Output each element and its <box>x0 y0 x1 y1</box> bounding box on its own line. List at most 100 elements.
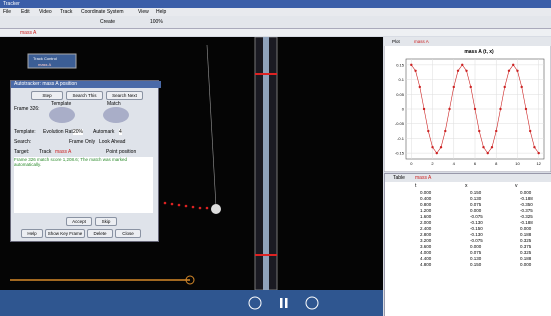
pause-button[interactable] <box>280 298 283 308</box>
menu-item[interactable]: Coordinate System <box>81 8 124 16</box>
plot-title: mass A (t, x) <box>464 49 494 55</box>
table-cell: 2.400 <box>420 226 431 231</box>
step-back-button[interactable] <box>249 297 261 309</box>
table-cell: 3.200 <box>420 238 431 243</box>
close-button[interactable]: Close <box>115 229 141 238</box>
table-cell: 0.000 <box>420 190 431 195</box>
data-point <box>491 146 493 148</box>
table-cell: 0.130 <box>470 256 481 261</box>
menu-item[interactable]: View <box>138 8 149 16</box>
template-setting: Template: <box>14 129 36 135</box>
table-cell: -0.075 <box>470 238 483 243</box>
window-title: Tracker <box>3 1 20 7</box>
search-this-button[interactable]: Search This <box>66 91 103 100</box>
frame-only-checkbox[interactable]: Frame Only <box>69 139 95 145</box>
data-point <box>516 70 518 72</box>
table-track[interactable]: mass A <box>415 175 431 181</box>
data-point <box>448 108 450 110</box>
table-cell: -0.325 <box>520 214 533 219</box>
table-cell: -0.130 <box>470 220 483 225</box>
table-cell: 0.400 <box>420 196 431 201</box>
match-image <box>103 107 129 123</box>
y-tick-label: 0.15 <box>396 62 405 67</box>
table-cell: -0.188 <box>520 196 533 201</box>
data-point <box>470 86 472 88</box>
plot-panel: Plot mass A mass A (t, x) -0.15-0.1-0.05… <box>384 37 551 172</box>
data-point <box>461 64 463 66</box>
data-point <box>453 86 455 88</box>
step-forward-button[interactable] <box>306 297 318 309</box>
track-control-item[interactable]: mass A <box>38 62 51 67</box>
zoom-control[interactable]: 100% <box>150 19 163 25</box>
data-point <box>499 108 501 110</box>
data-point <box>457 70 459 72</box>
data-point <box>537 152 539 154</box>
evolution-label: Evolution Rate <box>43 129 76 135</box>
search-next-button[interactable]: Search Next <box>106 91 143 100</box>
evolution-value[interactable]: 20% <box>73 129 83 135</box>
data-point <box>444 130 446 132</box>
automark-value[interactable]: 4 <box>119 129 122 135</box>
menu-item[interactable]: Edit <box>21 8 30 16</box>
column-header: t <box>415 183 416 189</box>
plot-track[interactable]: mass A <box>414 39 429 44</box>
menu-item[interactable]: Help <box>156 8 166 16</box>
frame-label: Frame 326: <box>14 106 40 112</box>
data-point <box>482 146 484 148</box>
menu-item[interactable]: File <box>3 8 11 16</box>
plot-tab[interactable]: Plot <box>392 39 401 44</box>
target-label: Target: <box>14 149 29 155</box>
table-cell: 0.150 <box>470 190 481 195</box>
y-tick-label: -0.1 <box>397 136 405 141</box>
table-header-bar: Table mass A <box>385 174 551 182</box>
table-cell: 1.600 <box>420 214 431 219</box>
table-cell: 0.375 <box>520 244 531 249</box>
table-cell: 4.000 <box>420 250 431 255</box>
data-point <box>529 130 531 132</box>
data-point <box>533 146 535 148</box>
x-tick-label: 10 <box>515 161 520 166</box>
table-cell: -0.188 <box>520 220 533 225</box>
table-cell: 0.150 <box>470 262 481 267</box>
y-tick-label: 0.05 <box>396 92 405 97</box>
table-cell: 1.200 <box>420 208 431 213</box>
track-control-title: Track Control <box>33 56 57 61</box>
pendulum-ball <box>211 204 221 214</box>
table-cell: 0.000 <box>470 208 481 213</box>
help-button[interactable]: Help <box>21 229 43 238</box>
show-key-frame-button[interactable]: Show Key Frame <box>45 229 85 238</box>
look-ahead-checkbox[interactable]: Look Ahead <box>99 139 125 145</box>
plot-header <box>384 37 551 46</box>
table-tab[interactable]: Table <box>393 175 405 181</box>
table-cell: 0.075 <box>470 202 481 207</box>
track-dropdown[interactable]: mass A <box>55 149 71 155</box>
pause-button[interactable] <box>285 298 288 308</box>
skip-button[interactable]: Skip <box>95 217 117 226</box>
table-cell: 0.325 <box>520 238 531 243</box>
autotracker-dialog: Autotracker: mass A position Step Search… <box>10 80 159 242</box>
data-point <box>431 146 433 148</box>
data-point <box>504 86 506 88</box>
table-cell: 0.188 <box>520 256 531 261</box>
table-cell: 0.075 <box>470 250 481 255</box>
menu-item[interactable]: Video <box>39 8 52 16</box>
x-tick-label: 12 <box>536 161 541 166</box>
data-point <box>474 108 476 110</box>
message-box: Frame 326 match score 1,208.6; The match… <box>14 157 153 213</box>
data-point <box>487 152 489 154</box>
table-cell: -0.130 <box>470 232 483 237</box>
step-button[interactable]: Step <box>31 91 63 100</box>
player-bar <box>0 290 383 316</box>
table-cell: -0.375 <box>520 208 533 213</box>
accept-button[interactable]: Accept <box>66 217 92 226</box>
data-point <box>495 130 497 132</box>
delete-button[interactable]: Delete <box>87 229 113 238</box>
point-dropdown[interactable]: position <box>119 149 136 155</box>
track-selector[interactable]: mass A <box>20 30 36 36</box>
table-cell: 2.800 <box>420 232 431 237</box>
menu-item[interactable]: Track <box>60 8 72 16</box>
automark-label: Automark <box>93 129 114 135</box>
template-image <box>49 107 75 123</box>
create-button[interactable]: Create <box>100 19 115 25</box>
